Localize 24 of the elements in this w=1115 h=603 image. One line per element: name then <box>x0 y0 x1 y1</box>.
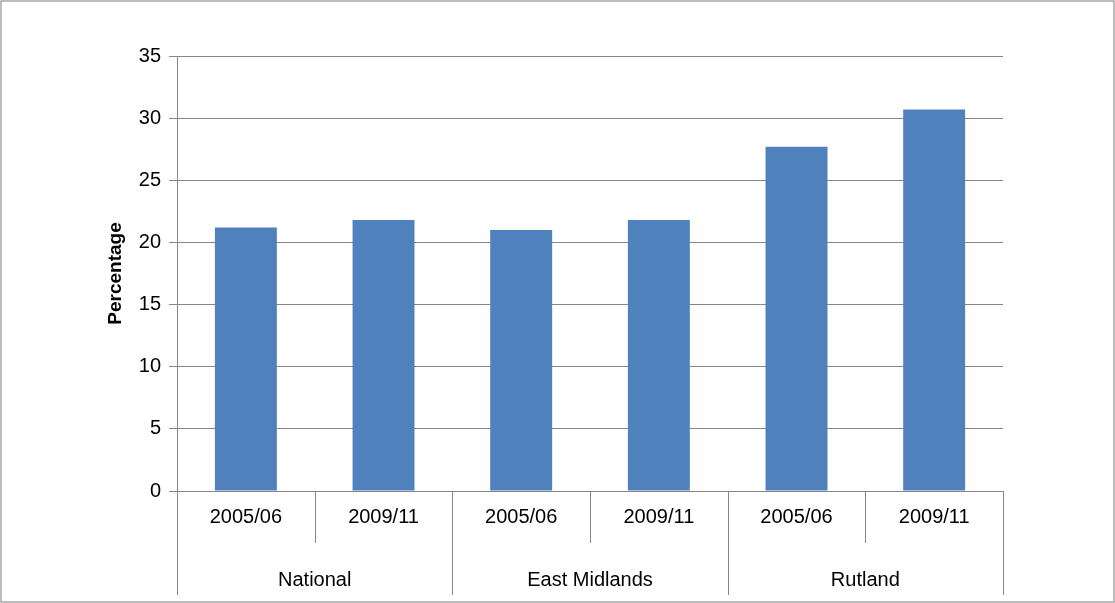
x-tick-label: 2005/06 <box>485 504 558 527</box>
bar <box>903 109 966 491</box>
y-tick-label: 15 <box>138 292 162 315</box>
bar <box>352 220 415 491</box>
y-tick-label: 20 <box>138 229 162 252</box>
bar <box>214 227 277 491</box>
x-tick-label: 2005/06 <box>760 504 833 527</box>
y-tick-label: 10 <box>138 354 162 377</box>
text: East Midlands <box>527 567 653 590</box>
bar <box>490 230 553 491</box>
text: National <box>278 567 352 590</box>
y-axis-title: Percentage <box>103 222 125 325</box>
x-tick-label: 2009/11 <box>623 504 695 527</box>
y-tick-label: 30 <box>138 105 162 128</box>
y-tick-label: 0 <box>149 478 162 501</box>
bar <box>765 146 828 491</box>
y-tick-label: 35 <box>138 43 162 66</box>
x-tick-label: 2009/11 <box>348 504 419 527</box>
y-tick-label: 5 <box>149 416 162 439</box>
x-tick-label: 2009/11 <box>898 504 970 527</box>
x-tick-label: 2005/06 <box>209 504 283 527</box>
text: Rutland <box>830 567 900 590</box>
y-tick-label: 25 <box>138 167 162 190</box>
bar <box>627 220 690 491</box>
